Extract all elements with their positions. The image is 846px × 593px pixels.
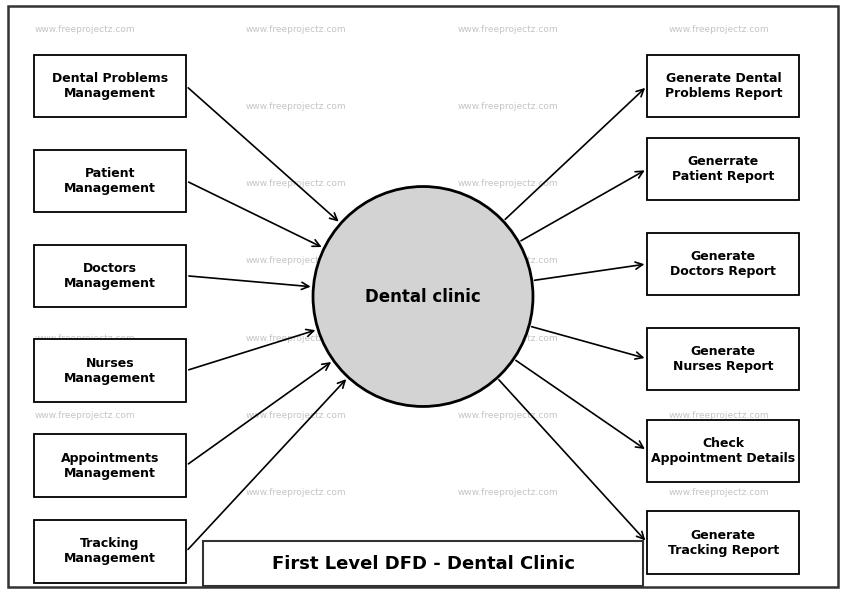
Text: Patient
Management: Patient Management — [64, 167, 156, 195]
Text: www.freeprojectz.com: www.freeprojectz.com — [246, 565, 346, 574]
Text: www.freeprojectz.com: www.freeprojectz.com — [458, 565, 558, 574]
FancyBboxPatch shape — [647, 511, 799, 574]
Text: www.freeprojectz.com: www.freeprojectz.com — [35, 565, 135, 574]
Text: www.freeprojectz.com: www.freeprojectz.com — [458, 179, 558, 189]
Text: www.freeprojectz.com: www.freeprojectz.com — [669, 565, 769, 574]
Text: Doctors
Management: Doctors Management — [64, 262, 156, 290]
Text: Generrate
Patient Report: Generrate Patient Report — [672, 155, 775, 183]
Text: www.freeprojectz.com: www.freeprojectz.com — [669, 102, 769, 111]
Text: www.freeprojectz.com: www.freeprojectz.com — [458, 487, 558, 497]
Text: www.freeprojectz.com: www.freeprojectz.com — [35, 179, 135, 189]
Text: First Level DFD - Dental Clinic: First Level DFD - Dental Clinic — [272, 554, 574, 573]
Text: Generate
Doctors Report: Generate Doctors Report — [670, 250, 777, 278]
FancyBboxPatch shape — [647, 55, 799, 117]
Text: www.freeprojectz.com: www.freeprojectz.com — [458, 333, 558, 343]
Text: www.freeprojectz.com: www.freeprojectz.com — [669, 25, 769, 34]
FancyBboxPatch shape — [34, 150, 186, 212]
FancyBboxPatch shape — [34, 521, 186, 582]
Text: www.freeprojectz.com: www.freeprojectz.com — [246, 179, 346, 189]
Text: www.freeprojectz.com: www.freeprojectz.com — [246, 102, 346, 111]
FancyBboxPatch shape — [34, 245, 186, 307]
Text: www.freeprojectz.com: www.freeprojectz.com — [669, 487, 769, 497]
Text: Generate
Nurses Report: Generate Nurses Report — [673, 345, 773, 373]
Text: Check
Appointment Details: Check Appointment Details — [651, 436, 795, 465]
Text: Dental clinic: Dental clinic — [365, 288, 481, 305]
Text: www.freeprojectz.com: www.freeprojectz.com — [669, 333, 769, 343]
Text: Nurses
Management: Nurses Management — [64, 356, 156, 385]
Text: www.freeprojectz.com: www.freeprojectz.com — [458, 25, 558, 34]
Text: Tracking
Management: Tracking Management — [64, 537, 156, 566]
Text: Appointments
Management: Appointments Management — [61, 451, 159, 480]
Text: www.freeprojectz.com: www.freeprojectz.com — [35, 487, 135, 497]
FancyBboxPatch shape — [647, 420, 799, 482]
FancyBboxPatch shape — [647, 233, 799, 295]
Text: www.freeprojectz.com: www.freeprojectz.com — [669, 256, 769, 266]
FancyBboxPatch shape — [203, 541, 643, 586]
Text: www.freeprojectz.com: www.freeprojectz.com — [246, 410, 346, 420]
FancyBboxPatch shape — [34, 55, 186, 117]
Text: www.freeprojectz.com: www.freeprojectz.com — [458, 256, 558, 266]
Text: www.freeprojectz.com: www.freeprojectz.com — [246, 487, 346, 497]
Text: Generate Dental
Problems Report: Generate Dental Problems Report — [665, 72, 782, 100]
Text: www.freeprojectz.com: www.freeprojectz.com — [35, 333, 135, 343]
Text: Generate
Tracking Report: Generate Tracking Report — [667, 528, 779, 557]
Text: www.freeprojectz.com: www.freeprojectz.com — [246, 25, 346, 34]
Text: www.freeprojectz.com: www.freeprojectz.com — [669, 410, 769, 420]
Text: www.freeprojectz.com: www.freeprojectz.com — [246, 333, 346, 343]
Text: www.freeprojectz.com: www.freeprojectz.com — [669, 179, 769, 189]
FancyBboxPatch shape — [34, 434, 186, 497]
Text: www.freeprojectz.com: www.freeprojectz.com — [458, 102, 558, 111]
Text: www.freeprojectz.com: www.freeprojectz.com — [246, 256, 346, 266]
Ellipse shape — [313, 187, 533, 406]
Text: www.freeprojectz.com: www.freeprojectz.com — [35, 256, 135, 266]
FancyBboxPatch shape — [647, 138, 799, 200]
FancyBboxPatch shape — [34, 339, 186, 402]
FancyBboxPatch shape — [647, 327, 799, 390]
Text: www.freeprojectz.com: www.freeprojectz.com — [458, 410, 558, 420]
Text: www.freeprojectz.com: www.freeprojectz.com — [35, 102, 135, 111]
Text: www.freeprojectz.com: www.freeprojectz.com — [35, 25, 135, 34]
Text: www.freeprojectz.com: www.freeprojectz.com — [35, 410, 135, 420]
Text: Dental Problems
Management: Dental Problems Management — [52, 72, 168, 100]
